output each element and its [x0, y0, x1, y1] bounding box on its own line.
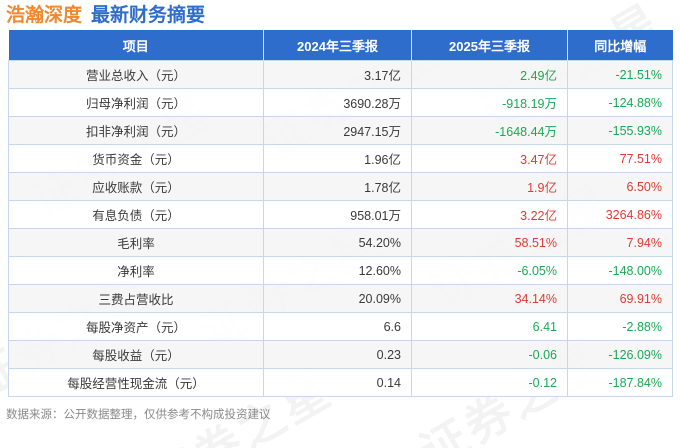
- footnote: 数据来源：公开数据整理，仅供参考不构成投资建议: [6, 409, 271, 421]
- cell-yoy-change-value: 3264.86%: [567, 200, 673, 229]
- cell-item-name: 归母净利润（元）: [8, 88, 264, 117]
- page-title-bar: 浩瀚深度 最新财务摘要: [0, 0, 680, 26]
- cell-prev-period-value: 1.78亿: [263, 172, 412, 201]
- cell-prev-period-value: 958.01万: [263, 200, 412, 229]
- cell-item-name: 有息负债（元）: [8, 200, 264, 229]
- cell-item-name: 营业总收入（元）: [8, 60, 264, 89]
- cell-prev-period-value: 12.60%: [263, 256, 412, 285]
- table-row: 归母净利润（元） 3690.28万 -918.19万 -124.88%: [8, 88, 673, 117]
- cell-prev-period-value: 3.17亿: [263, 60, 412, 89]
- cell-yoy-change-value: 6.50%: [567, 172, 673, 201]
- cell-yoy-change-value: -126.09%: [567, 340, 673, 369]
- page-title: 最新财务摘要: [91, 5, 206, 26]
- cell-curr-period-value: -0.12: [411, 368, 568, 397]
- cell-curr-period-value: 2.49亿: [411, 60, 568, 89]
- cell-item-name: 每股经营性现金流（元）: [8, 368, 264, 397]
- table-header: 项目 2024年三季报 2025年三季报 同比增幅: [8, 30, 673, 61]
- financial-summary-table-wrap: 项目 2024年三季报 2025年三季报 同比增幅 营业总收入（元） 3.17亿 2…: [8, 30, 673, 397]
- table-row: 每股收益（元） 0.23 -0.06 -126.09%: [8, 340, 673, 369]
- cell-yoy-change-value: 69.91%: [567, 284, 673, 313]
- table-row: 每股净资产（元） 6.6 6.41 -2.88%: [8, 312, 673, 341]
- column-header-curr-period: 2025年三季报: [411, 30, 568, 61]
- cell-yoy-change-value: -2.88%: [567, 312, 673, 341]
- cell-prev-period-value: 20.09%: [263, 284, 412, 313]
- column-header-prev-period: 2024年三季报: [263, 30, 412, 61]
- table-row: 三费占营收比 20.09% 34.14% 69.91%: [8, 284, 673, 313]
- financial-summary-table: 项目 2024年三季报 2025年三季报 同比增幅 营业总收入（元） 3.17亿 2…: [8, 30, 673, 397]
- table-body: 营业总收入（元） 3.17亿 2.49亿 -21.51% 归母净利润（元） 3690.28…: [8, 60, 673, 397]
- cell-curr-period-value: -1648.44万: [411, 116, 568, 145]
- column-header-yoy-change: 同比增幅: [567, 30, 673, 61]
- table-header-row: 项目 2024年三季报 2025年三季报 同比增幅: [8, 30, 673, 61]
- cell-curr-period-value: 34.14%: [411, 284, 568, 313]
- cell-item-name: 毛利率: [8, 228, 264, 257]
- table-row: 货币资金（元） 1.96亿 3.47亿 77.51%: [8, 144, 673, 173]
- cell-yoy-change-value: -187.84%: [567, 368, 673, 397]
- table-row: 每股经营性现金流（元） 0.14 -0.12 -187.84%: [8, 368, 673, 397]
- cell-item-name: 三费占营收比: [8, 284, 264, 313]
- table-row: 有息负债（元） 958.01万 3.22亿 3264.86%: [8, 200, 673, 229]
- table-row: 净利率 12.60% -6.05% -148.00%: [8, 256, 673, 285]
- cell-curr-period-value: 3.47亿: [411, 144, 568, 173]
- cell-item-name: 每股收益（元）: [8, 340, 264, 369]
- cell-prev-period-value: 2947.15万: [263, 116, 412, 145]
- cell-prev-period-value: 0.23: [263, 340, 412, 369]
- cell-item-name: 扣非净利润（元）: [8, 116, 264, 145]
- table-row: 营业总收入（元） 3.17亿 2.49亿 -21.51%: [8, 60, 673, 89]
- cell-item-name: 货币资金（元）: [8, 144, 264, 173]
- cell-curr-period-value: 3.22亿: [411, 200, 568, 229]
- cell-prev-period-value: 1.96亿: [263, 144, 412, 173]
- cell-item-name: 每股净资产（元）: [8, 312, 264, 341]
- cell-yoy-change-value: -124.88%: [567, 88, 673, 117]
- cell-prev-period-value: 3690.28万: [263, 88, 412, 117]
- cell-prev-period-value: 6.6: [263, 312, 412, 341]
- cell-curr-period-value: 6.41: [411, 312, 568, 341]
- table-row: 扣非净利润（元） 2947.15万 -1648.44万 -155.93%: [8, 116, 673, 145]
- cell-prev-period-value: 0.14: [263, 368, 412, 397]
- cell-item-name: 应收账款（元）: [8, 172, 264, 201]
- cell-item-name: 净利率: [8, 256, 264, 285]
- cell-yoy-change-value: 77.51%: [567, 144, 673, 173]
- cell-curr-period-value: -0.06: [411, 340, 568, 369]
- company-name: 浩瀚深度: [6, 5, 83, 26]
- cell-curr-period-value: 58.51%: [411, 228, 568, 257]
- cell-yoy-change-value: 7.94%: [567, 228, 673, 257]
- cell-yoy-change-value: -21.51%: [567, 60, 673, 89]
- cell-yoy-change-value: -148.00%: [567, 256, 673, 285]
- cell-prev-period-value: 54.20%: [263, 228, 412, 257]
- table-row: 毛利率 54.20% 58.51% 7.94%: [8, 228, 673, 257]
- column-header-item: 项目: [8, 30, 264, 61]
- cell-yoy-change-value: -155.93%: [567, 116, 673, 145]
- table-row: 应收账款（元） 1.78亿 1.9亿 6.50%: [8, 172, 673, 201]
- cell-curr-period-value: -6.05%: [411, 256, 568, 285]
- cell-curr-period-value: -918.19万: [411, 88, 568, 117]
- cell-curr-period-value: 1.9亿: [411, 172, 568, 201]
